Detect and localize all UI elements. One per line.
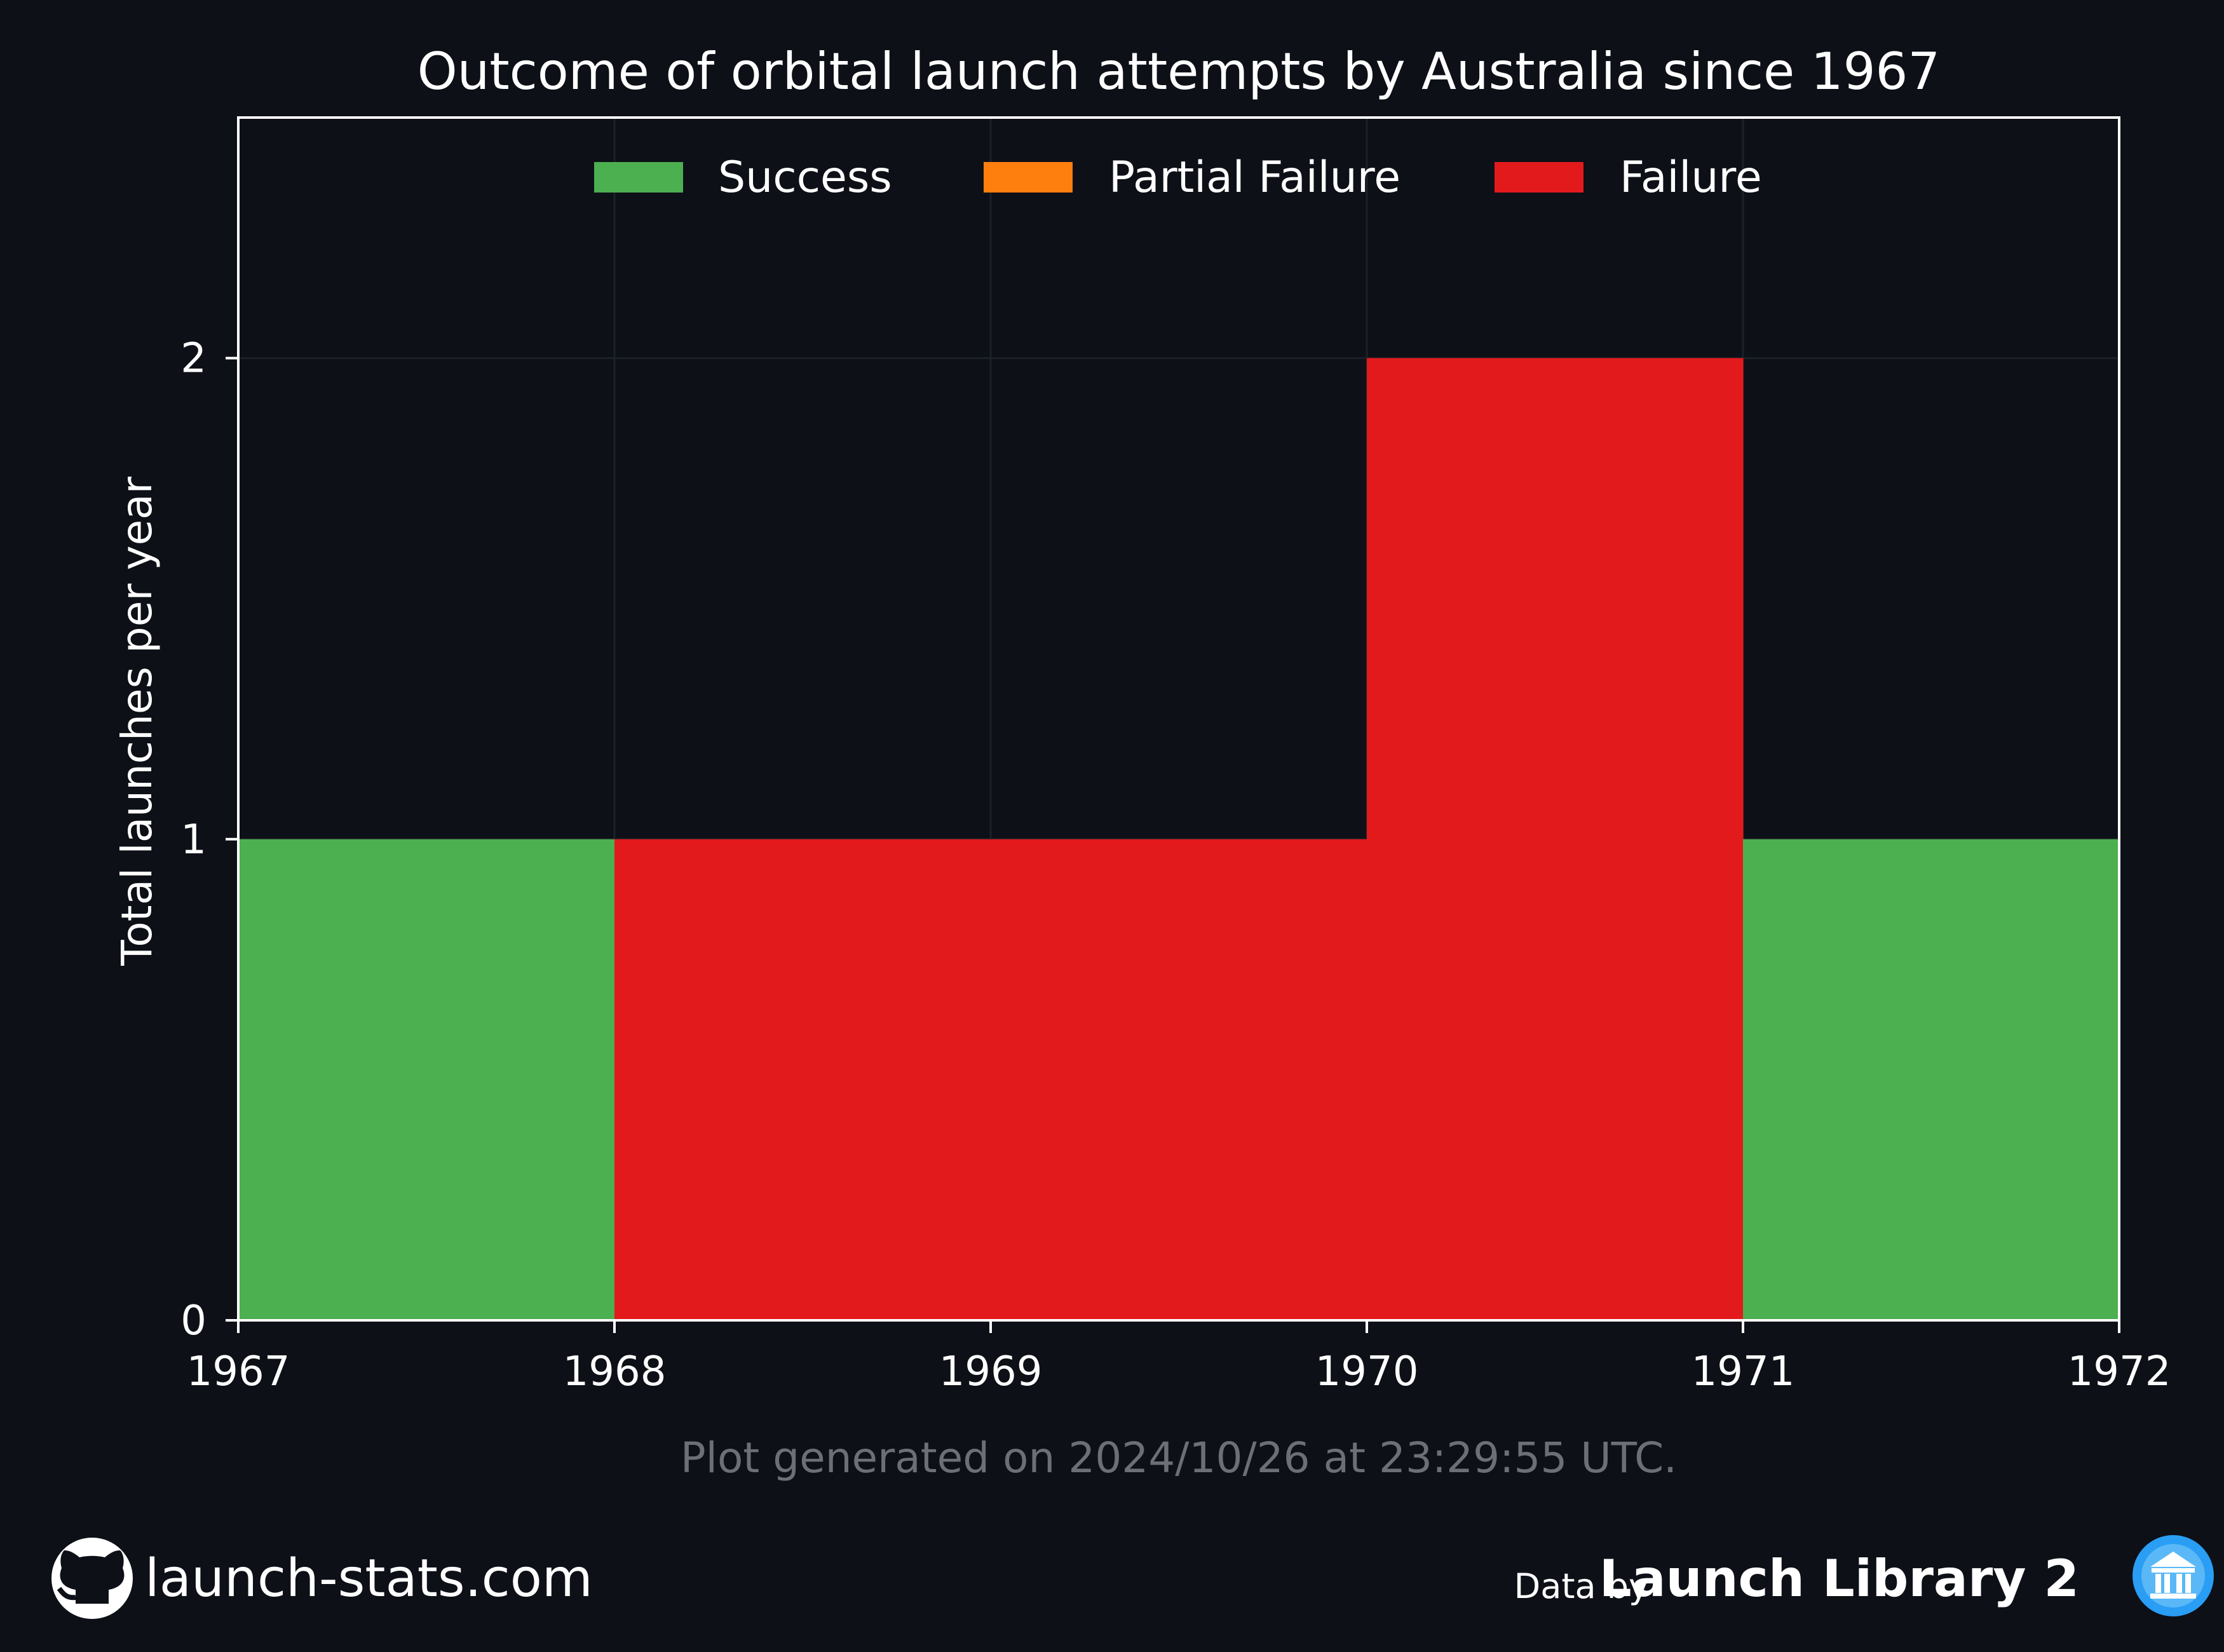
y-tick-label: 2 xyxy=(180,335,207,383)
tick-marks xyxy=(226,356,2120,1333)
x-tick-label: 1967 xyxy=(187,1348,290,1395)
bar-failure-1969 xyxy=(991,839,1367,1320)
launch-library-icon xyxy=(2132,1535,2214,1616)
x-tick-label: 1971 xyxy=(1692,1348,1795,1395)
footer-data-source: Launch Library 2 xyxy=(1599,1549,2079,1608)
legend-label-partial-failure: Partial Failure xyxy=(1109,152,1400,203)
x-tick-label: 1968 xyxy=(563,1348,667,1395)
legend-swatch-partial-failure xyxy=(984,162,1073,193)
legend-label-success: Success xyxy=(718,152,892,203)
x-tick-label: 1972 xyxy=(2068,1348,2171,1395)
y-tick-label: 0 xyxy=(180,1297,207,1344)
bar-success-1971 xyxy=(1743,839,2120,1320)
plot-frame xyxy=(237,116,2120,1322)
y-tick-labels: 0 1 2 xyxy=(180,335,207,1344)
bar-success-1967 xyxy=(238,839,615,1320)
x-tick-label: 1970 xyxy=(1315,1348,1419,1395)
footer-data-by-label: Data by xyxy=(1514,1566,1649,1606)
x-tick-label: 1969 xyxy=(939,1348,1043,1395)
y-axis-label: Total launches per year xyxy=(112,476,161,966)
legend-swatch-success xyxy=(594,162,683,193)
bar-failure-1970 xyxy=(1367,358,1744,1320)
x-tick-labels: 1967 1968 1969 1970 1971 1972 xyxy=(187,1348,2171,1395)
legend-swatch-failure xyxy=(1495,162,1583,193)
bar-failure-1968 xyxy=(614,839,991,1320)
generated-note: Plot generated on 2024/10/26 at 23:29:55… xyxy=(681,1433,1677,1482)
y-tick-label: 1 xyxy=(180,816,207,863)
legend-label-failure: Failure xyxy=(1620,152,1762,203)
legend: Success Partial Failure Failure xyxy=(594,152,1762,203)
footer-site-link[interactable]: launch-stats.com xyxy=(145,1548,593,1609)
bars-layer xyxy=(238,358,2120,1320)
github-icon xyxy=(51,1538,133,1619)
chart-title: Outcome of orbital launch attempts by Au… xyxy=(417,42,1941,101)
